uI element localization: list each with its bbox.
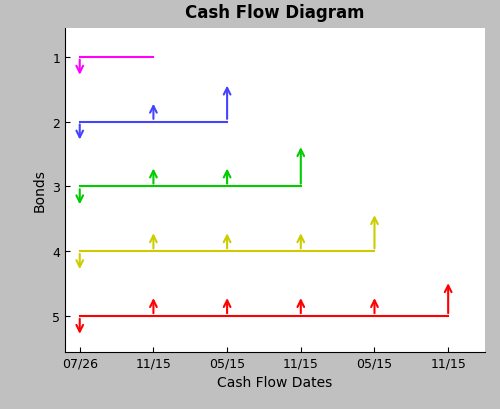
Title: Cash Flow Diagram: Cash Flow Diagram [185, 4, 365, 22]
X-axis label: Cash Flow Dates: Cash Flow Dates [218, 375, 332, 389]
Y-axis label: Bonds: Bonds [32, 169, 46, 211]
